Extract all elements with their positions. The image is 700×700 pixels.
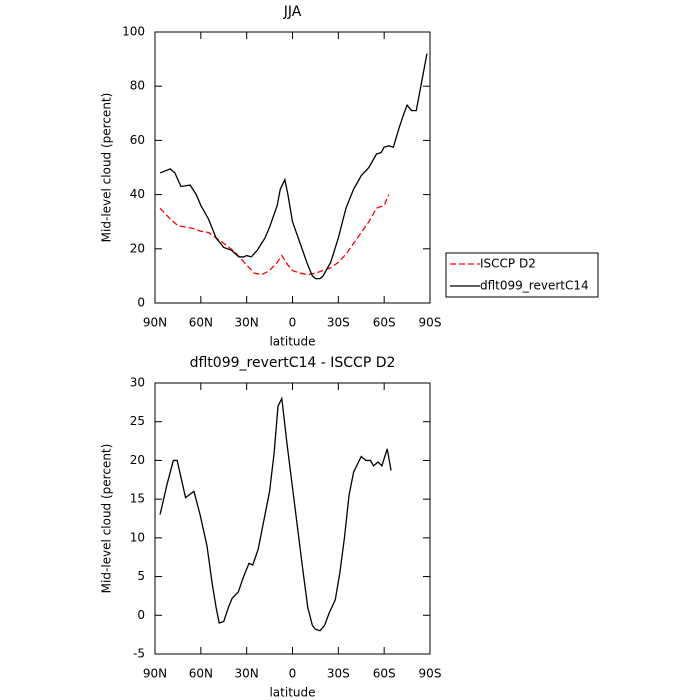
y-tick-label: 20 xyxy=(130,453,145,467)
x-tick-label: 30N xyxy=(235,316,259,330)
x-tick-label: 90S xyxy=(419,667,442,681)
x-axis-label: latitude xyxy=(269,335,315,349)
x-tick-label: 60S xyxy=(373,667,396,681)
legend-box xyxy=(445,252,599,298)
chart-title: JJA xyxy=(283,4,302,20)
x-tick-label: 90S xyxy=(419,316,442,330)
x-tick-label: 60N xyxy=(189,316,213,330)
y-tick-label: 100 xyxy=(122,25,145,39)
data-line xyxy=(159,53,428,280)
plot-frame xyxy=(154,31,431,304)
y-tick-label: 40 xyxy=(130,187,145,201)
y-tick-label: 5 xyxy=(137,569,145,583)
legend-label: dflt099_revertC14 xyxy=(480,279,589,293)
x-axis-label: latitude xyxy=(269,686,315,700)
y-tick-label: 10 xyxy=(130,530,145,544)
y-tick-label: 25 xyxy=(130,414,145,428)
data-line xyxy=(159,396,392,632)
y-axis-label: Mid-level cloud (percent) xyxy=(100,444,114,594)
y-tick-label: 80 xyxy=(130,79,145,93)
plot-frame xyxy=(154,382,431,655)
data-line xyxy=(159,194,390,276)
x-tick-label: 30S xyxy=(327,667,350,681)
x-tick-label: 0 xyxy=(289,316,297,330)
x-tick-label: 90N xyxy=(143,667,167,681)
y-tick-label: -5 xyxy=(133,647,145,661)
y-tick-label: 15 xyxy=(130,492,145,506)
x-tick-label: 0 xyxy=(289,667,297,681)
legend-label: ISCCP D2 xyxy=(480,257,536,271)
y-tick-label: 30 xyxy=(130,376,145,390)
y-tick-label: 0 xyxy=(137,296,145,310)
y-tick-label: 60 xyxy=(130,133,145,147)
x-tick-label: 60N xyxy=(189,667,213,681)
chart-title: dflt099_revertC14 - ISCCP D2 xyxy=(190,355,396,371)
x-tick-label: 90N xyxy=(143,316,167,330)
y-axis-label: Mid-level cloud (percent) xyxy=(100,93,114,243)
y-tick-label: 20 xyxy=(130,241,145,255)
x-tick-label: 60S xyxy=(373,316,396,330)
y-tick-label: 0 xyxy=(137,608,145,622)
x-tick-label: 30N xyxy=(235,667,259,681)
x-tick-label: 30S xyxy=(327,316,350,330)
